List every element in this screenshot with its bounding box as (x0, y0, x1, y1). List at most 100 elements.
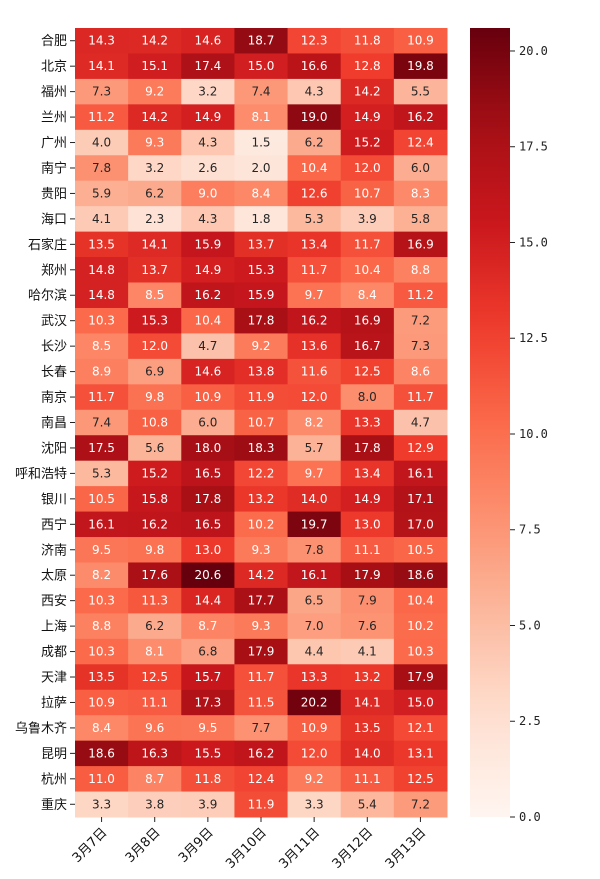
heatmap-cell (287, 180, 342, 207)
heatmap-cell (340, 715, 395, 742)
heatmap-cell (234, 689, 289, 716)
cell-label: 19.0 (301, 110, 328, 124)
cell-label: 20.6 (194, 568, 221, 582)
cell-label: 15.5 (194, 746, 221, 760)
heatmap-cell (181, 307, 235, 334)
cell-label: 14.9 (194, 263, 221, 277)
heatmap-cell (340, 78, 395, 105)
heatmap-cell (393, 28, 448, 54)
cell-label: 11.0 (88, 772, 115, 786)
heatmap-cell (234, 537, 289, 563)
heatmap-cell (287, 562, 342, 589)
cell-label: 13.5 (88, 670, 115, 684)
heatmap-cell (393, 664, 448, 691)
heatmap-cell (128, 435, 182, 462)
cell-label: 8.0 (358, 390, 377, 404)
cell-label: 16.1 (301, 568, 328, 582)
y-tick-label: 福州 (41, 85, 67, 100)
heatmap-cell (75, 28, 129, 54)
cell-label: 11.7 (88, 390, 115, 404)
heatmap-cell (75, 689, 129, 716)
cell-label: 11.3 (141, 594, 168, 608)
cell-label: 14.8 (88, 288, 115, 302)
cell-label: 13.6 (301, 339, 328, 353)
cell-label: 16.1 (88, 517, 115, 531)
heatmap-cell (340, 537, 395, 563)
heatmap-cell (287, 257, 342, 284)
cell-label: 9.8 (145, 543, 164, 557)
cell-label: 15.0 (407, 695, 434, 709)
heatmap-cell (128, 511, 182, 538)
cell-label: 9.2 (145, 85, 164, 99)
cell-label: 18.6 (88, 746, 115, 760)
heatmap-cell (181, 53, 235, 80)
heatmap-cell (340, 638, 395, 665)
cell-label: 9.2 (251, 339, 270, 353)
heatmap-cell (340, 282, 395, 309)
cell-label: 16.5 (194, 466, 221, 480)
heatmap-cell (181, 384, 235, 411)
heatmap-cell (181, 435, 235, 462)
cell-label: 16.6 (301, 59, 328, 73)
heatmap-cell (75, 358, 129, 385)
cell-label: 14.6 (194, 34, 221, 48)
heatmap-cell (181, 460, 235, 487)
cell-label: 3.8 (145, 797, 164, 811)
y-tick-label: 银川 (41, 492, 67, 507)
y-tick-label: 济南 (41, 542, 67, 558)
heatmap-cell (128, 257, 182, 284)
heatmap-cell (287, 206, 342, 233)
cell-label: 19.8 (407, 59, 434, 73)
cell-label: 12.0 (354, 161, 381, 175)
heatmap-cell (287, 155, 342, 182)
heatmap-cell (75, 587, 129, 614)
heatmap-cell (234, 587, 289, 614)
heatmap-cell (287, 307, 342, 334)
cell-label: 6.2 (145, 186, 164, 200)
cell-label: 8.9 (92, 365, 111, 379)
cell-label: 8.4 (251, 186, 270, 200)
heatmap-cell (181, 486, 235, 513)
heatmap-cell (287, 715, 342, 742)
cell-label: 10.7 (248, 416, 275, 430)
heatmap-cell (75, 664, 129, 691)
cell-label: 10.4 (301, 161, 328, 175)
y-tick-label: 成都 (41, 645, 67, 660)
cell-label: 17.1 (407, 492, 434, 506)
heatmap-cell (287, 511, 342, 538)
heatmap-cell (75, 409, 129, 436)
cell-label: 14.1 (88, 59, 115, 73)
y-tick-label: 太原 (41, 569, 67, 584)
heatmap-cell (75, 740, 129, 767)
heatmap-cell (393, 206, 448, 233)
heatmap-cell (128, 28, 182, 54)
colorbar-tick-label: 12.5 (519, 331, 548, 345)
heatmap-cell (393, 613, 448, 640)
cell-label: 14.9 (354, 492, 381, 506)
heatmap-cell (128, 307, 182, 334)
cell-label: 16.2 (194, 288, 221, 302)
heatmap-cell (181, 715, 235, 742)
heatmap-cell (181, 638, 235, 665)
heatmap-cell (393, 537, 448, 563)
heatmap-cell (393, 129, 448, 156)
cell-label: 20.2 (301, 695, 328, 709)
cell-label: 14.1 (354, 695, 381, 709)
heatmap-cell (128, 53, 182, 80)
colorbar-tick-label: 2.5 (519, 714, 541, 728)
heatmap-cell (234, 180, 289, 207)
cell-label: 13.1 (407, 746, 434, 760)
heatmap-cell (75, 282, 129, 309)
heatmap-cell (128, 613, 182, 640)
x-tick-label: 3月7日 (70, 825, 111, 866)
cell-label: 10.3 (88, 594, 115, 608)
heatmap-cell (287, 460, 342, 487)
cell-label: 9.5 (198, 721, 217, 735)
cell-label: 11.2 (88, 110, 115, 124)
cell-label: 13.5 (354, 721, 381, 735)
heatmap-cell (340, 689, 395, 716)
heatmap-cell (340, 435, 395, 462)
cell-label: 11.1 (354, 543, 381, 557)
heatmap-cell (234, 333, 289, 360)
cell-label: 10.5 (407, 543, 434, 557)
